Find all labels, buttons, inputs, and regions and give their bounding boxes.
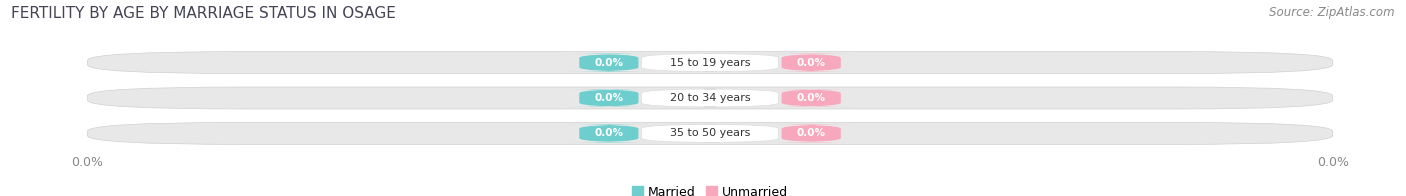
- FancyBboxPatch shape: [87, 122, 1333, 144]
- FancyBboxPatch shape: [641, 89, 779, 107]
- FancyBboxPatch shape: [87, 87, 1333, 109]
- Text: 0.0%: 0.0%: [797, 93, 825, 103]
- Text: 20 to 34 years: 20 to 34 years: [669, 93, 751, 103]
- FancyBboxPatch shape: [564, 124, 654, 142]
- FancyBboxPatch shape: [641, 54, 779, 72]
- FancyBboxPatch shape: [87, 52, 1333, 74]
- FancyBboxPatch shape: [766, 54, 856, 72]
- Text: FERTILITY BY AGE BY MARRIAGE STATUS IN OSAGE: FERTILITY BY AGE BY MARRIAGE STATUS IN O…: [11, 6, 396, 21]
- FancyBboxPatch shape: [564, 54, 654, 72]
- Text: 0.0%: 0.0%: [595, 93, 623, 103]
- Text: 0.0%: 0.0%: [797, 58, 825, 68]
- Text: 0.0%: 0.0%: [797, 128, 825, 138]
- Text: 15 to 19 years: 15 to 19 years: [669, 58, 751, 68]
- Text: 0.0%: 0.0%: [595, 58, 623, 68]
- FancyBboxPatch shape: [641, 124, 779, 142]
- Text: Source: ZipAtlas.com: Source: ZipAtlas.com: [1270, 6, 1395, 19]
- FancyBboxPatch shape: [766, 124, 856, 142]
- FancyBboxPatch shape: [766, 89, 856, 107]
- FancyBboxPatch shape: [564, 89, 654, 107]
- Text: 35 to 50 years: 35 to 50 years: [669, 128, 751, 138]
- Text: 0.0%: 0.0%: [595, 128, 623, 138]
- Legend: Married, Unmarried: Married, Unmarried: [627, 181, 793, 196]
